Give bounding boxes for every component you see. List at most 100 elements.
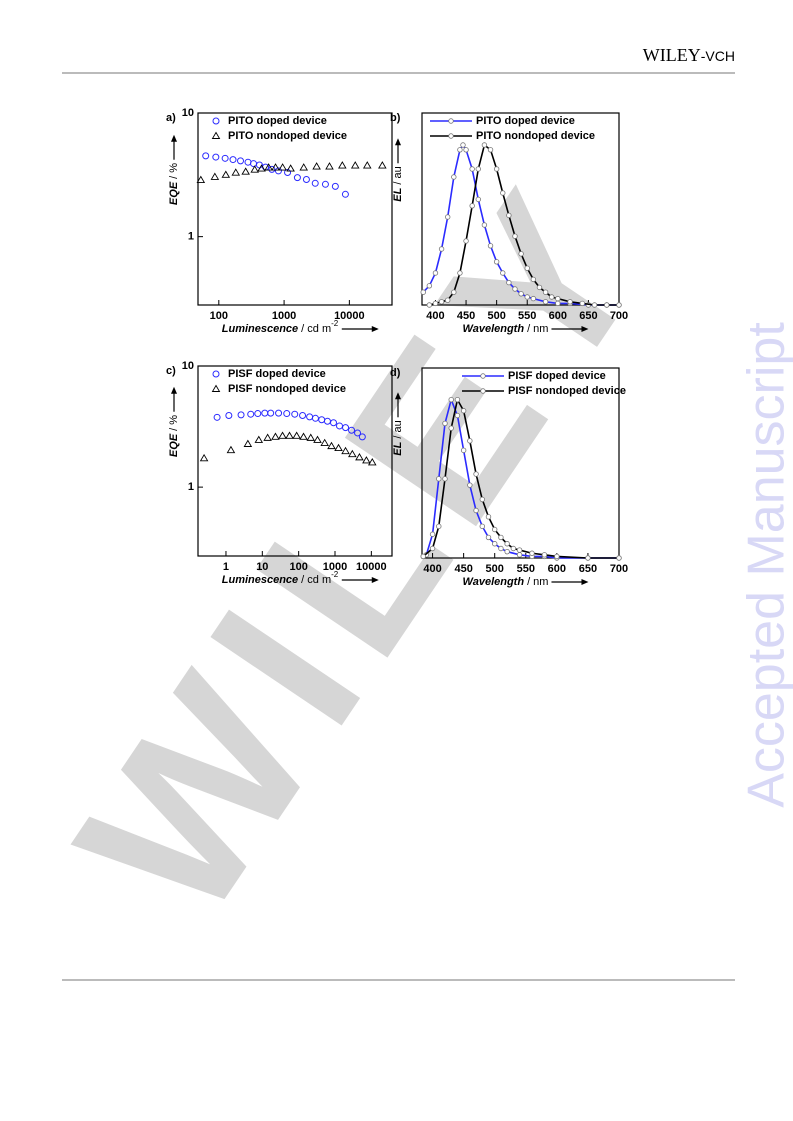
chart: 400 450 500 550 600 650 700 d) Wavelength / nm EL /…	[390, 367, 628, 588]
marker	[285, 431, 294, 439]
marker	[451, 289, 457, 295]
marker	[299, 163, 309, 171]
legend-label: PISF doped device	[228, 368, 326, 380]
marker	[341, 190, 349, 198]
axis-arrow-head	[171, 386, 177, 394]
x-label-quantity: Wavelength	[463, 576, 525, 588]
marker	[342, 424, 350, 432]
y-label-quantity: EQE	[168, 181, 180, 205]
marker	[420, 289, 426, 295]
marker	[480, 388, 486, 394]
marker	[247, 410, 255, 418]
x-tick-label: 450	[457, 310, 475, 322]
marker	[536, 284, 543, 291]
marker	[278, 431, 287, 439]
marker	[604, 302, 610, 308]
marker	[479, 496, 485, 503]
x-tick-label: 450	[454, 563, 472, 575]
marker	[454, 412, 461, 419]
marker	[432, 300, 439, 307]
y-axis-label: EL / au	[392, 420, 404, 455]
marker	[212, 370, 220, 378]
marker	[463, 147, 469, 153]
marker	[362, 161, 372, 169]
plot-frame	[421, 112, 620, 306]
marker	[498, 545, 504, 552]
marker	[487, 243, 494, 249]
y-label-unit: / %	[168, 415, 180, 431]
marker	[211, 131, 221, 139]
marker	[306, 433, 316, 441]
marker	[469, 203, 475, 209]
marker	[341, 446, 350, 455]
legend-label: PITO doped device	[476, 115, 575, 127]
marker	[518, 251, 524, 257]
marker	[275, 409, 283, 417]
marker	[457, 270, 463, 276]
marker	[469, 166, 475, 172]
marker	[448, 133, 454, 139]
marker	[530, 276, 537, 283]
marker	[510, 545, 517, 552]
y-axis-label: EL / au	[392, 166, 404, 201]
marker	[299, 412, 307, 420]
marker	[355, 452, 364, 461]
marker	[348, 426, 356, 434]
marker	[463, 238, 469, 244]
x-label-exponent: -2	[331, 570, 339, 579]
x-tick-label: 600	[548, 563, 566, 575]
marker	[444, 214, 451, 220]
marker	[225, 412, 233, 420]
marker	[554, 553, 560, 560]
marker	[367, 458, 377, 466]
marker	[378, 161, 387, 169]
marker	[426, 302, 433, 308]
y-axis-label: EQE / %	[168, 163, 180, 205]
marker	[199, 453, 209, 462]
marker	[286, 164, 295, 172]
marker	[312, 162, 321, 170]
x-label-quantity: Luminescence	[222, 323, 298, 335]
x-tick-label: 700	[610, 563, 628, 575]
axis-arrow-head	[581, 326, 589, 332]
axis-arrow-head	[171, 134, 177, 142]
marker	[438, 299, 445, 305]
legend-label: PISF doped device	[508, 370, 606, 382]
marker	[334, 443, 343, 452]
y-axis-label-group: EL / au	[392, 138, 404, 202]
x-tick-label: 500	[487, 310, 505, 322]
marker	[460, 142, 466, 148]
marker	[506, 279, 512, 286]
marker	[616, 555, 622, 561]
marker	[518, 291, 524, 297]
marker	[479, 523, 485, 530]
axis-arrow-head	[395, 138, 401, 146]
marker	[268, 165, 276, 173]
marker	[567, 299, 573, 305]
marker	[549, 294, 555, 300]
marker	[504, 548, 510, 555]
y-tick-label: 10	[182, 360, 194, 372]
marker	[325, 162, 334, 170]
axis-arrow-head	[581, 579, 589, 585]
marker	[358, 433, 366, 441]
marker	[212, 153, 220, 161]
marker	[480, 373, 486, 379]
x-tick-label: 100	[210, 310, 228, 322]
brand: WILEY	[643, 45, 701, 65]
marker	[524, 294, 530, 300]
marker	[263, 433, 272, 441]
y-label-unit: / %	[168, 163, 180, 179]
marker	[321, 180, 329, 188]
marker	[473, 507, 479, 514]
x-tick-label: 10000	[356, 561, 387, 573]
marker	[348, 449, 357, 458]
marker	[229, 156, 237, 164]
marker	[442, 476, 448, 482]
marker	[231, 168, 241, 176]
marker	[438, 246, 445, 252]
y-axis-label-group: EQE / %	[168, 386, 180, 457]
x-label-unit: / cd m	[301, 574, 331, 586]
marker	[350, 161, 360, 169]
